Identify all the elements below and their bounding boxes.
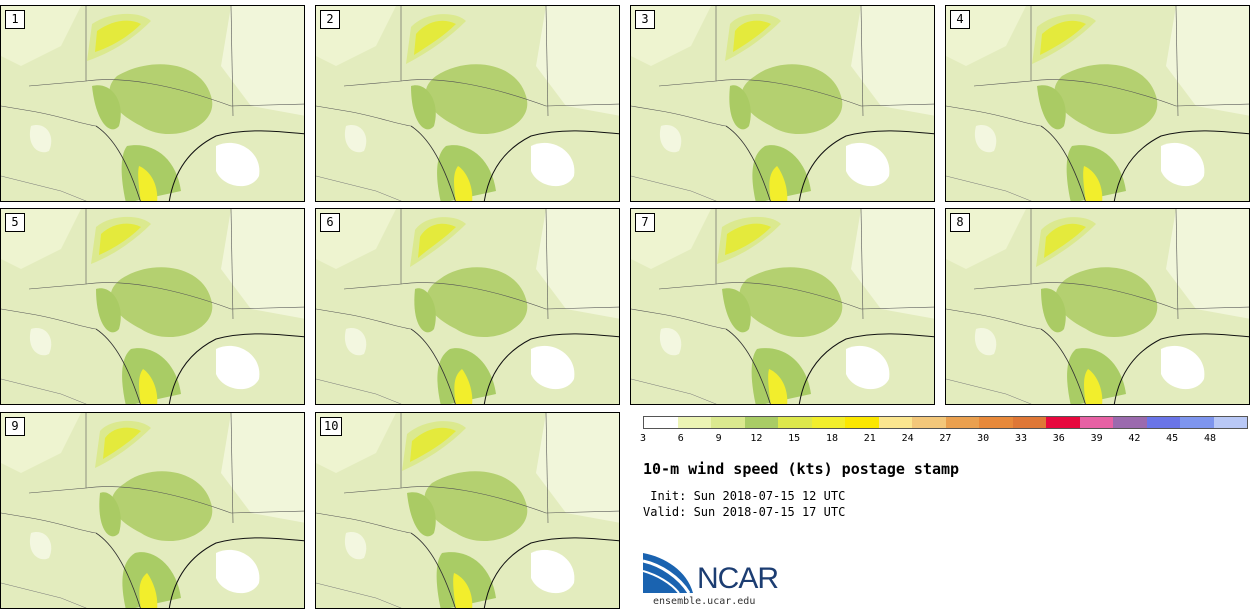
wind-speed-map <box>631 6 934 201</box>
colorbar-segment <box>945 417 979 428</box>
colorbar-segment <box>744 417 778 428</box>
colorbar-segment <box>1146 417 1180 428</box>
colorbar-tick-label: 36 <box>1052 433 1065 444</box>
colorbar-tick-label: 18 <box>825 433 839 444</box>
member-number-label: 1 <box>5 10 25 29</box>
colorbar-tick-label: 24 <box>901 433 914 444</box>
colorbar-tick-label: 42 <box>1128 433 1141 444</box>
ensemble-member-panel: 8 <box>945 208 1250 405</box>
colorbar-ticks: 3 6 9 12 15 18 21 24 27 30 33 36 39 42 45 48 <box>639 433 1248 447</box>
colorbar-tick-label: 27 <box>939 433 952 444</box>
plot-title: 10-m wind speed (kts) postage stamp <box>643 460 960 478</box>
colorbar-segment <box>912 417 946 428</box>
colorbar-segment <box>1079 417 1113 428</box>
member-number-label: 3 <box>635 10 655 29</box>
member-number-label: 8 <box>950 213 970 232</box>
colorbar-tick-label: 12 <box>750 433 763 444</box>
member-number-label: 2 <box>320 10 340 29</box>
valid-time: Valid: Sun 2018-07-15 17 UTC <box>643 505 846 519</box>
colorbar-segment <box>1046 417 1080 428</box>
colorbar <box>643 416 1248 429</box>
colorbar-tick-label: 30 <box>977 433 990 444</box>
wind-speed-map <box>1 413 304 608</box>
colorbar-tick-label: 3 <box>639 433 647 444</box>
member-number-label: 7 <box>635 213 655 232</box>
colorbar-segment <box>811 417 845 428</box>
ensemble-member-panel: 3 <box>630 5 935 202</box>
colorbar-segment <box>1213 417 1247 428</box>
ensemble-member-panel: 10 <box>315 412 620 609</box>
wind-speed-map <box>316 6 619 201</box>
colorbar-segment <box>644 417 678 428</box>
ensemble-member-panel: 1 <box>0 5 305 202</box>
member-number-label: 6 <box>320 213 340 232</box>
colorbar-tick-label: 6 <box>677 433 684 444</box>
colorbar-segment <box>979 417 1013 428</box>
ensemble-member-panel: 2 <box>315 5 620 202</box>
colorbar-tick-label: 39 <box>1090 433 1103 444</box>
ensemble-member-panel: 7 <box>630 208 935 405</box>
colorbar-segment <box>1180 417 1214 428</box>
colorbar-segment <box>878 417 912 428</box>
member-number-label: 4 <box>950 10 970 29</box>
colorbar-segment <box>1012 417 1046 428</box>
ensemble-member-panel: 9 <box>0 412 305 609</box>
wind-speed-map <box>631 209 934 404</box>
colorbar-segment <box>778 417 812 428</box>
ensemble-member-panel: 5 <box>0 208 305 405</box>
colorbar-tick-label: 33 <box>1014 433 1028 444</box>
wind-speed-map <box>946 209 1249 404</box>
colorbar-segment <box>845 417 879 428</box>
ensemble-member-panel: 6 <box>315 208 620 405</box>
colorbar-segment <box>711 417 745 428</box>
init-time: Init: Sun 2018-07-15 12 UTC <box>643 489 846 503</box>
colorbar-tick-label: 15 <box>788 433 801 444</box>
wind-speed-map <box>946 6 1249 201</box>
colorbar-tick-label: 45 <box>1166 433 1179 444</box>
wind-speed-map <box>316 209 619 404</box>
member-number-label: 10 <box>320 417 343 436</box>
member-number-label: 5 <box>5 213 25 232</box>
wind-speed-map <box>1 209 304 404</box>
wind-speed-map <box>316 413 619 608</box>
member-number-label: 9 <box>5 417 25 436</box>
colorbar-tick-label: 21 <box>863 433 876 444</box>
site-url: ensemble.ucar.edu <box>653 596 756 607</box>
ensemble-member-panel: 4 <box>945 5 1250 202</box>
colorbar-tick-label: 9 <box>715 433 722 444</box>
ncar-logo-icon <box>643 553 693 594</box>
wind-speed-map <box>1 6 304 201</box>
logo-text: NCAR <box>697 562 779 595</box>
colorbar-segment <box>1113 417 1147 428</box>
colorbar-segment <box>677 417 711 428</box>
colorbar-tick-label: 48 <box>1203 433 1217 444</box>
